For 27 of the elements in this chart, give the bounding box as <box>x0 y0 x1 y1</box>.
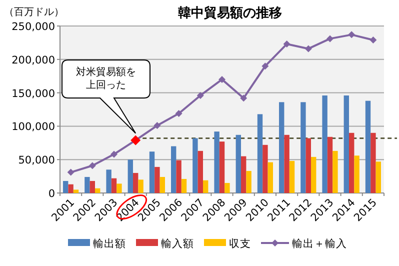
point <box>196 92 204 99</box>
point <box>240 94 248 102</box>
point <box>154 122 161 130</box>
y-tick-label: 100,000 <box>12 121 55 134</box>
point <box>262 62 269 70</box>
chart-title: 韓中貿易額の推移 <box>178 5 282 21</box>
y-tick-label: 150,000 <box>12 88 55 100</box>
y-axis-title: （百万ドル） <box>4 7 64 18</box>
point <box>370 36 377 44</box>
y-tick-label: 50,000 <box>18 154 55 167</box>
point <box>110 150 118 158</box>
point <box>67 168 74 176</box>
point <box>283 40 290 48</box>
annotation: 対米貿易額を上回った <box>76 66 136 91</box>
y-tick-label: 200,000 <box>12 54 55 66</box>
point <box>348 31 356 38</box>
legend-label: 輸出＋輸入 <box>292 237 347 250</box>
y-tick-label: 250,000 <box>12 21 55 33</box>
point <box>218 76 226 83</box>
point <box>304 45 312 52</box>
point <box>175 110 182 118</box>
legend-label: 輸出額 <box>93 237 126 250</box>
y-tick-label: 0 <box>48 188 55 200</box>
legend-label: 収支 <box>229 237 251 250</box>
legend-label: 輸入額 <box>161 237 194 250</box>
point <box>88 162 96 170</box>
point <box>326 35 334 42</box>
